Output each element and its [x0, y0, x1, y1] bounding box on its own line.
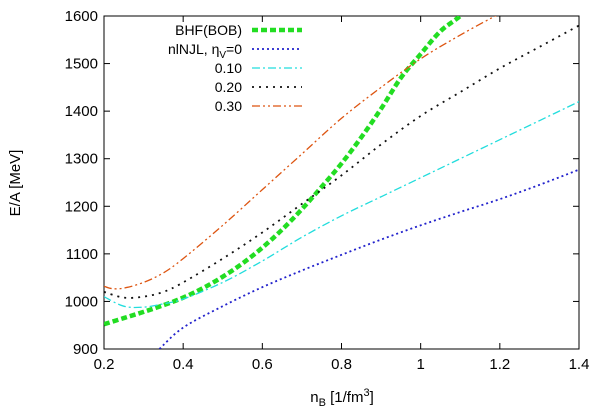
- y-tick-label: 1400: [65, 103, 98, 120]
- y-tick-label: 1600: [65, 8, 98, 25]
- legend-label: nlNJL, ηV=0: [168, 41, 242, 61]
- series-line: [104, 101, 579, 309]
- legend-label: 0.10: [215, 60, 242, 76]
- x-tick-label: 0.4: [173, 356, 194, 373]
- x-tick-label: 1.2: [489, 356, 510, 373]
- x-tick-label: 0.6: [252, 356, 273, 373]
- legend-label: 0.30: [215, 98, 242, 114]
- x-tick-label: 0.8: [331, 356, 352, 373]
- y-tick-label: 1000: [65, 293, 98, 310]
- legend-label: 0.20: [215, 79, 242, 95]
- series-line: [104, 24, 579, 299]
- y-axis-label: E/A [MeV]: [7, 150, 24, 217]
- x-tick-label: 1: [416, 356, 424, 373]
- x-tick-label: 1.4: [569, 356, 590, 373]
- series-line: [104, 16, 497, 290]
- y-tick-label: 1100: [66, 246, 98, 263]
- series-line: [158, 168, 579, 349]
- x-tick-label: 0.2: [94, 356, 115, 373]
- legend-label: BHF(BOB): [175, 22, 242, 38]
- y-tick-label: 1300: [65, 151, 98, 168]
- y-tick-label: 1200: [65, 198, 98, 215]
- y-tick-label: 900: [73, 341, 98, 358]
- y-tick-label: 1500: [65, 56, 98, 73]
- x-axis-label: nB [1/fm3]: [310, 387, 374, 409]
- series-line: [104, 16, 464, 327]
